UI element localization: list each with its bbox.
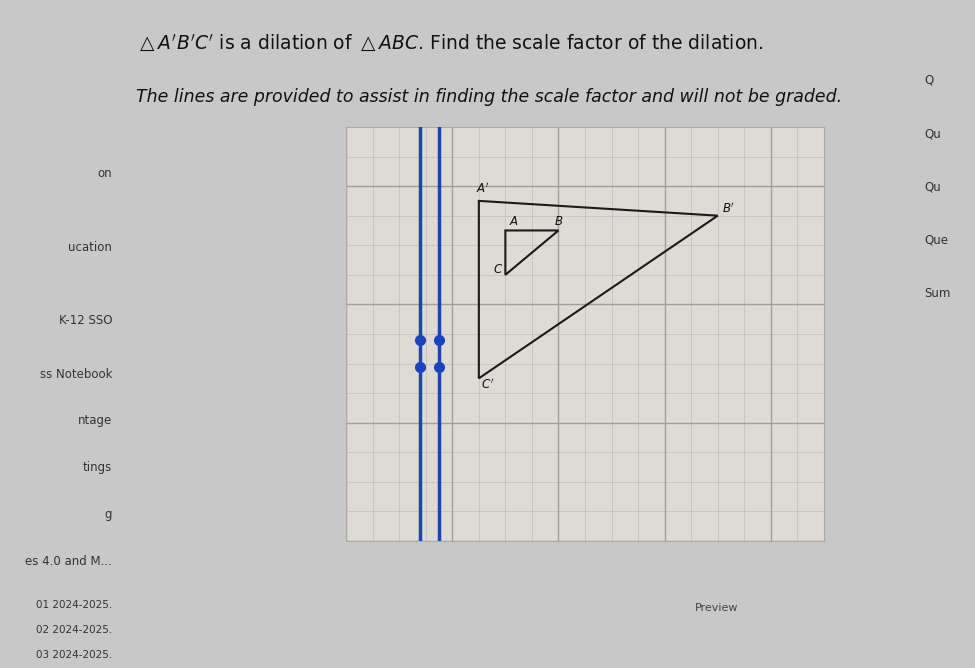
Text: g: g xyxy=(104,508,112,521)
Text: Qu: Qu xyxy=(924,180,941,194)
Text: ss Notebook: ss Notebook xyxy=(40,367,112,381)
Text: 02 2024-2025.: 02 2024-2025. xyxy=(36,625,112,635)
Text: $C$: $C$ xyxy=(493,263,504,277)
Text: Que: Que xyxy=(924,234,948,247)
Text: $\triangle A'B'C'$ is a dilation of $\triangle ABC$. Find the scale factor of th: $\triangle A'B'C'$ is a dilation of $\tr… xyxy=(136,33,763,54)
Text: $B$: $B$ xyxy=(555,214,564,228)
Text: Sum: Sum xyxy=(924,287,951,301)
Text: $A'$: $A'$ xyxy=(476,182,489,196)
Text: $A$: $A$ xyxy=(509,215,520,228)
Text: ntage: ntage xyxy=(78,414,112,428)
Text: Q: Q xyxy=(924,73,933,87)
Text: The lines are provided to assist in finding the scale factor and will not be gra: The lines are provided to assist in find… xyxy=(136,88,842,106)
Text: K-12 SSO: K-12 SSO xyxy=(58,314,112,327)
Text: tings: tings xyxy=(83,461,112,474)
Text: $C'$: $C'$ xyxy=(482,377,494,391)
Text: es 4.0 and M...: es 4.0 and M... xyxy=(25,554,112,568)
Text: on: on xyxy=(98,167,112,180)
Text: Qu: Qu xyxy=(924,127,941,140)
Text: $B'$: $B'$ xyxy=(722,201,735,216)
Text: Preview: Preview xyxy=(695,603,738,613)
Text: 03 2024-2025.: 03 2024-2025. xyxy=(36,651,112,660)
Text: ucation: ucation xyxy=(68,240,112,254)
Text: 01 2024-2025.: 01 2024-2025. xyxy=(36,600,112,609)
